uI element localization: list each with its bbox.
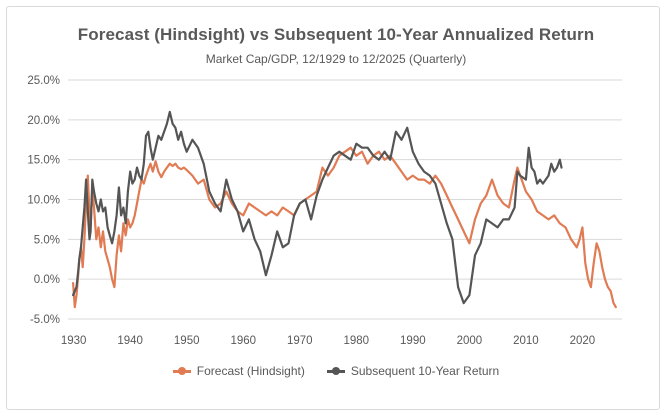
series-line-subsequent-return[interactable] — [72, 110, 563, 305]
legend-item-subsequent-return[interactable]: Subsequent 10-Year Return — [326, 364, 500, 378]
legend-swatch-subsequent-return — [326, 366, 345, 376]
chart-title: Forecast (Hindsight) vs Subsequent 10-Ye… — [77, 25, 595, 44]
y-tick-label: 15.0% — [27, 155, 60, 167]
chart-frame — [6, 6, 660, 410]
x-tick-label: 1980 — [344, 335, 370, 347]
y-tick-label: 5.0% — [34, 234, 60, 246]
x-tick-label: 1960 — [230, 335, 256, 347]
x-tick-label: 1950 — [174, 335, 200, 347]
chart-subtitle: Market Cap/GDP, 12/1929 to 12/2025 (Quar… — [205, 52, 467, 66]
legend-label-subsequent-return: Subsequent 10-Year Return — [350, 364, 500, 378]
legend: Forecast (Hindsight) Subsequent 10-Year … — [0, 364, 672, 378]
x-tick-label: 1930 — [61, 335, 87, 347]
y-tick-label: -5.0% — [30, 314, 60, 326]
x-tick-label: 1990 — [400, 335, 426, 347]
legend-item-forecast[interactable]: Forecast (Hindsight) — [172, 364, 305, 378]
y-tick-label: 20.0% — [27, 115, 60, 127]
y-tick-label: 0.0% — [34, 274, 60, 286]
y-tick-label: 10.0% — [27, 195, 60, 207]
x-tick-label: 2010 — [513, 335, 539, 347]
legend-swatch-forecast — [172, 366, 191, 376]
y-tick-label: 25.0% — [27, 75, 60, 87]
series-line-forecast[interactable] — [72, 146, 617, 309]
legend-label-forecast: Forecast (Hindsight) — [196, 364, 305, 378]
x-tick-label: 2020 — [570, 335, 596, 347]
x-tick-label: 2000 — [457, 335, 483, 347]
x-tick-label: 1940 — [117, 335, 143, 347]
x-tick-label: 1970 — [287, 335, 313, 347]
